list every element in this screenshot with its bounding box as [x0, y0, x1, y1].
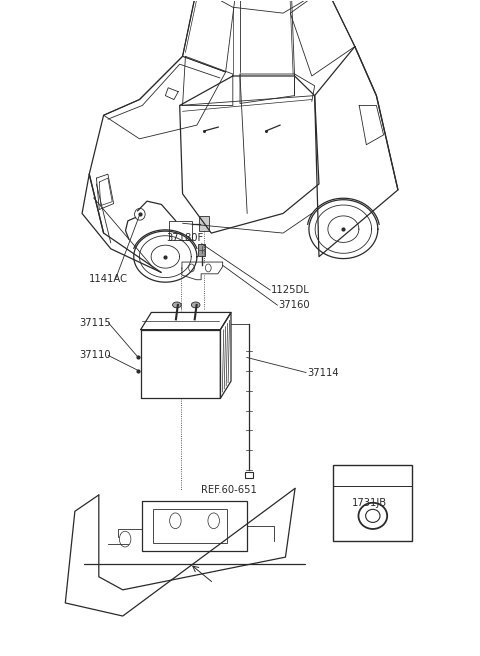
- Text: 37114: 37114: [307, 367, 338, 377]
- Bar: [168, 221, 192, 241]
- Ellipse shape: [173, 302, 181, 308]
- Bar: [198, 244, 205, 255]
- Text: 1141AC: 1141AC: [89, 274, 128, 284]
- Text: 37110: 37110: [80, 350, 111, 361]
- Text: 1731JB: 1731JB: [352, 499, 387, 508]
- Text: 37180F: 37180F: [167, 233, 204, 243]
- Bar: [333, 466, 412, 541]
- Bar: [153, 509, 227, 543]
- Text: 1125DL: 1125DL: [271, 285, 310, 295]
- Bar: [142, 501, 247, 550]
- Bar: [245, 472, 253, 478]
- Text: REF.60-651: REF.60-651: [201, 485, 257, 495]
- Text: 37115: 37115: [80, 318, 111, 328]
- Text: 37160: 37160: [278, 300, 310, 310]
- Ellipse shape: [192, 302, 200, 308]
- Bar: [199, 216, 209, 231]
